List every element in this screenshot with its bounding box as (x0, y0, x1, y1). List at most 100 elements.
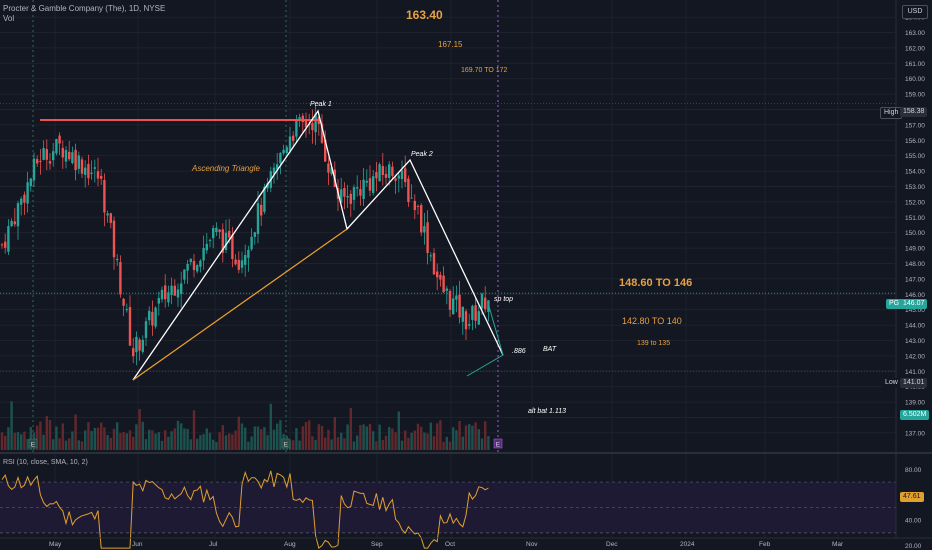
volume-bar (212, 439, 215, 450)
volume-bar (327, 429, 330, 450)
volume-bar (468, 424, 471, 450)
candle-body (247, 249, 250, 258)
candle-body (109, 213, 112, 223)
volume-bar (356, 435, 359, 450)
volume-bar (391, 428, 394, 450)
time-tick-label: Mar (832, 541, 844, 548)
volume-bar (109, 437, 112, 450)
volume-bar (381, 439, 384, 450)
candle-body (410, 197, 413, 199)
time-tick-label: Sep (371, 541, 383, 548)
volume-bar (416, 423, 420, 450)
candle-body (407, 178, 410, 203)
volume-bar (141, 421, 144, 450)
volume-bar (36, 425, 39, 450)
volume-bar (77, 440, 80, 450)
rsi-value-tag: 47.61 (900, 492, 924, 502)
candle-body (260, 204, 263, 216)
price-tick-label: 152.00 (905, 199, 925, 206)
volume-bar (74, 414, 77, 450)
time-tick-label: Oct (445, 541, 455, 548)
target-142-label: 142.80 TO 140 (622, 316, 682, 326)
candle-body (205, 243, 208, 251)
candle-body (106, 213, 109, 216)
candle-body (0, 244, 4, 246)
volume-bar (448, 441, 452, 450)
volume-legend[interactable]: Vol (3, 14, 15, 23)
volume-bar (26, 439, 29, 450)
volume-bar (452, 427, 455, 450)
volume-bar (7, 427, 10, 450)
volume-bar (484, 421, 487, 450)
candle-body (484, 297, 487, 310)
candle-body (279, 152, 282, 164)
currency-button[interactable]: USD (902, 5, 928, 19)
volume-bar (272, 429, 276, 450)
candle-body (436, 271, 439, 278)
volume-bar (176, 420, 180, 450)
candle-body (218, 229, 221, 232)
volume-bar (244, 427, 247, 450)
candle-body (365, 180, 368, 183)
candle-body (378, 164, 381, 182)
candle-body (327, 163, 330, 173)
low-tag: Low (882, 378, 901, 388)
candle-body (228, 230, 231, 238)
candle-body (189, 258, 192, 263)
volume-bar (234, 430, 237, 450)
sp-top-label: sp top (494, 296, 514, 303)
candle-body (388, 164, 391, 178)
volume-bar (426, 433, 429, 450)
candle-body (64, 149, 68, 162)
candle-body (356, 187, 359, 189)
volume-bar (138, 409, 141, 450)
candle-body (423, 226, 426, 233)
candle-body (103, 179, 106, 213)
volume-bar (112, 428, 116, 450)
candle-body (221, 229, 224, 253)
candle-body (349, 193, 352, 204)
rsi-legend[interactable]: RSI (10, close, SMA, 10, 2) (3, 459, 88, 466)
symbol-title[interactable]: Procter & Gamble Company (The), 1D, NYSE (3, 4, 166, 13)
last-symbol-tag: PG (886, 299, 903, 309)
candle-body (317, 117, 320, 124)
candle-body (16, 203, 20, 227)
candle-body (330, 167, 333, 175)
candle-body (116, 258, 119, 261)
volume-bar (128, 430, 132, 450)
target-169-label: 169.70 TO 172 (461, 67, 508, 74)
volume-bar (250, 436, 253, 450)
volume-bar (93, 428, 96, 450)
volume-bar (304, 422, 308, 450)
candle-body (404, 168, 407, 183)
volume-bar (164, 430, 167, 450)
candle-body (413, 200, 416, 210)
price-tick-label: 154.00 (905, 169, 925, 176)
volume-bar (215, 441, 218, 450)
time-tick-label: Aug (284, 541, 296, 548)
volume-bar (58, 438, 61, 450)
volume-bar (218, 432, 221, 450)
candle-body (96, 171, 100, 179)
volume-bar (144, 439, 148, 450)
candle-body (87, 163, 90, 179)
volume-bar (167, 436, 170, 450)
candle-body (125, 309, 128, 311)
volume-bar (0, 432, 4, 450)
rsi-tick-label: 20.00 (905, 543, 922, 550)
volume-bar (116, 422, 119, 450)
candle-body (160, 289, 164, 300)
volume-bar (333, 416, 336, 450)
volume-bar (64, 440, 68, 450)
candle-body (416, 205, 420, 207)
volume-bar (346, 424, 349, 450)
candle-body (429, 255, 432, 257)
xabcd-pattern (132, 109, 504, 381)
candle-body (199, 260, 202, 267)
low-value-tag: 141.01 (900, 378, 928, 388)
peak2-label: Peak 2 (411, 151, 433, 158)
candle-body (266, 183, 269, 189)
earnings-marker (28, 438, 38, 449)
